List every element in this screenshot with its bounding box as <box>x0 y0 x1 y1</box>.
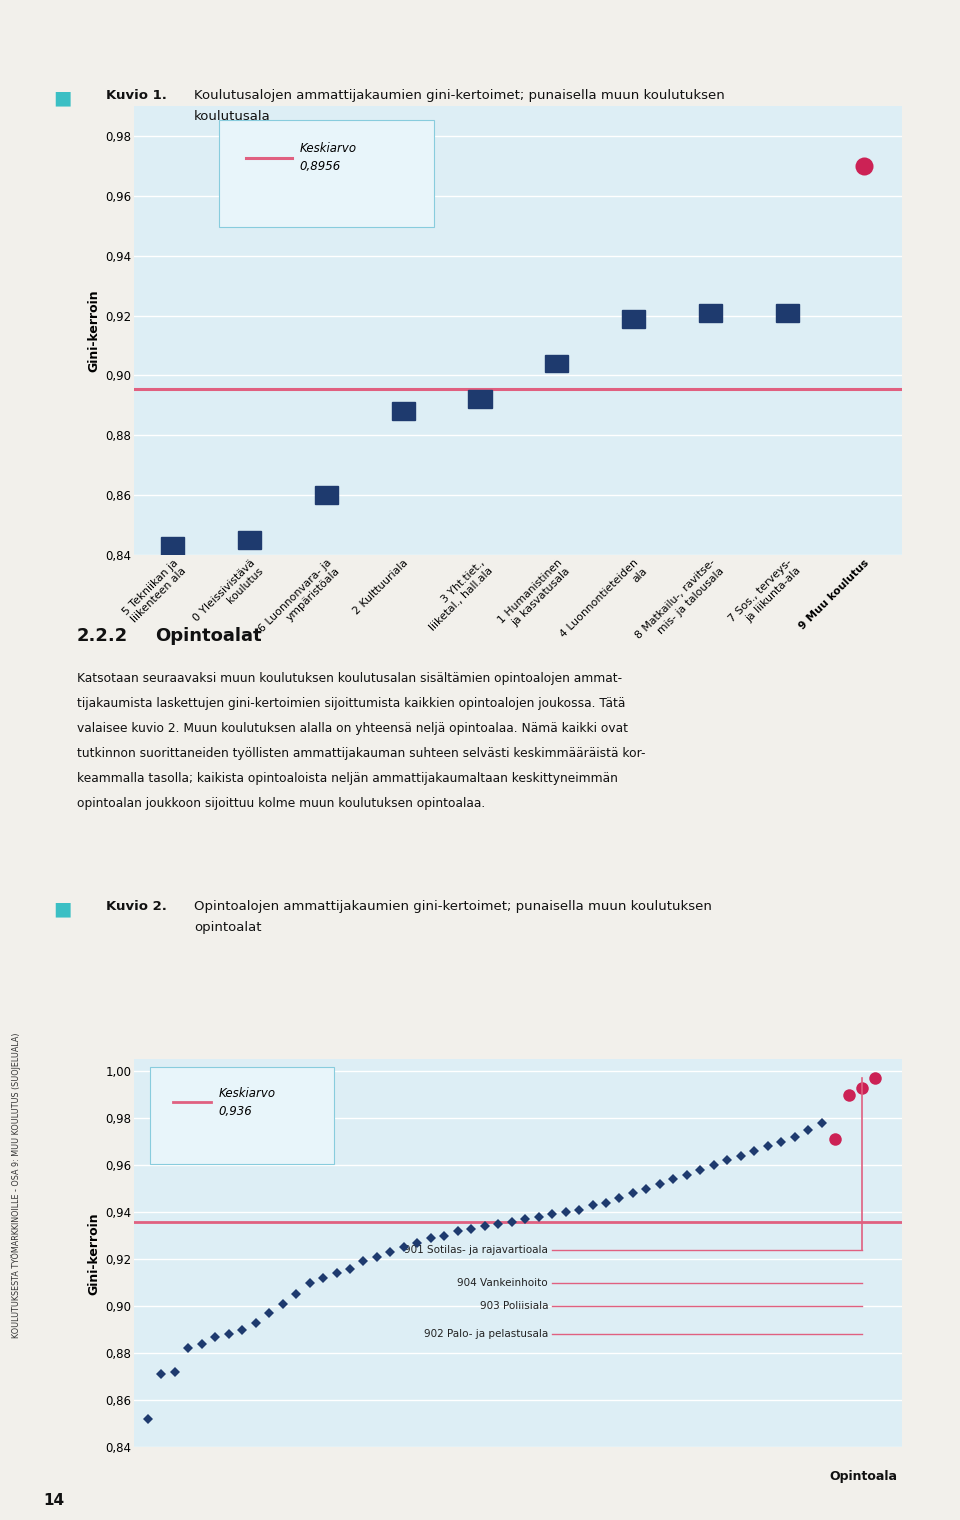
Text: Keskiarvo
0,936: Keskiarvo 0,936 <box>219 1087 276 1117</box>
Text: koulutusala: koulutusala <box>194 111 271 123</box>
FancyBboxPatch shape <box>219 120 434 228</box>
Text: ■: ■ <box>53 900 71 918</box>
Text: 901 Sotilas- ja rajavartioala: 901 Sotilas- ja rajavartioala <box>404 1245 548 1254</box>
Text: opintoalat: opintoalat <box>194 921 261 935</box>
Text: Opintoala: Opintoala <box>829 1470 898 1484</box>
Text: Opintoalat: Opintoalat <box>156 626 262 644</box>
Bar <box>622 310 645 328</box>
Text: Koulutusalojen ammattijakaumien gini-kertoimet; punaisella muun koulutuksen: Koulutusalojen ammattijakaumien gini-ker… <box>194 90 725 102</box>
Text: 14: 14 <box>43 1493 64 1508</box>
Text: 904 Vankeinhoito: 904 Vankeinhoito <box>457 1278 548 1287</box>
Text: Opintoalojen ammattijakaumien gini-kertoimet; punaisella muun koulutuksen: Opintoalojen ammattijakaumien gini-kerto… <box>194 900 711 914</box>
Bar <box>468 391 492 409</box>
Text: Katsotaan seuraavaksi muun koulutuksen koulutusalan sisältämien opintoalojen amm: Katsotaan seuraavaksi muun koulutuksen k… <box>77 672 622 686</box>
Text: valaisee kuvio 2. Muun koulutuksen alalla on yhteensä neljä opintoalaa. Nämä kai: valaisee kuvio 2. Muun koulutuksen alall… <box>77 722 628 736</box>
Text: Keskiarvo
0,8956: Keskiarvo 0,8956 <box>300 143 357 173</box>
Bar <box>545 354 568 372</box>
Text: ■: ■ <box>53 90 71 108</box>
Bar <box>161 537 184 555</box>
Text: Kuvio 1.: Kuvio 1. <box>106 90 166 102</box>
Bar <box>392 403 415 420</box>
FancyBboxPatch shape <box>150 1067 334 1164</box>
Y-axis label: Gini-kerroin: Gini-kerroin <box>87 1211 100 1295</box>
Text: 2.2.2: 2.2.2 <box>77 626 128 644</box>
Bar <box>699 304 722 322</box>
Bar <box>776 304 799 322</box>
Text: tijakaumista laskettujen gini-kertoimien sijoittumista kaikkien opintoalojen jou: tijakaumista laskettujen gini-kertoimien… <box>77 696 625 710</box>
Text: opintoalan joukkoon sijoittuu kolme muun koulutuksen opintoalaa.: opintoalan joukkoon sijoittuu kolme muun… <box>77 796 485 810</box>
Text: 902 Palo- ja pelastusala: 902 Palo- ja pelastusala <box>423 1330 548 1339</box>
Text: Kuvio 2.: Kuvio 2. <box>106 900 166 914</box>
Bar <box>315 486 338 505</box>
Text: keammalla tasolla; kaikista opintoaloista neljän ammattijakaumaltaan keskittynei: keammalla tasolla; kaikista opintoaloist… <box>77 772 617 786</box>
Y-axis label: Gini-kerroin: Gini-kerroin <box>87 289 100 372</box>
Text: 903 Poliisiala: 903 Poliisiala <box>480 1301 548 1312</box>
Bar <box>238 530 261 549</box>
Text: tutkinnon suorittaneiden työllisten ammattijakauman suhteen selvästi keskimmäärä: tutkinnon suorittaneiden työllisten amma… <box>77 746 645 760</box>
Text: KOULUTUKSESTA TYÖMARKKINOILLE - OSA 9: MUU KOULUTUS (SUOJELUALA): KOULUTUKSESTA TYÖMARKKINOILLE - OSA 9: M… <box>12 1032 21 1338</box>
